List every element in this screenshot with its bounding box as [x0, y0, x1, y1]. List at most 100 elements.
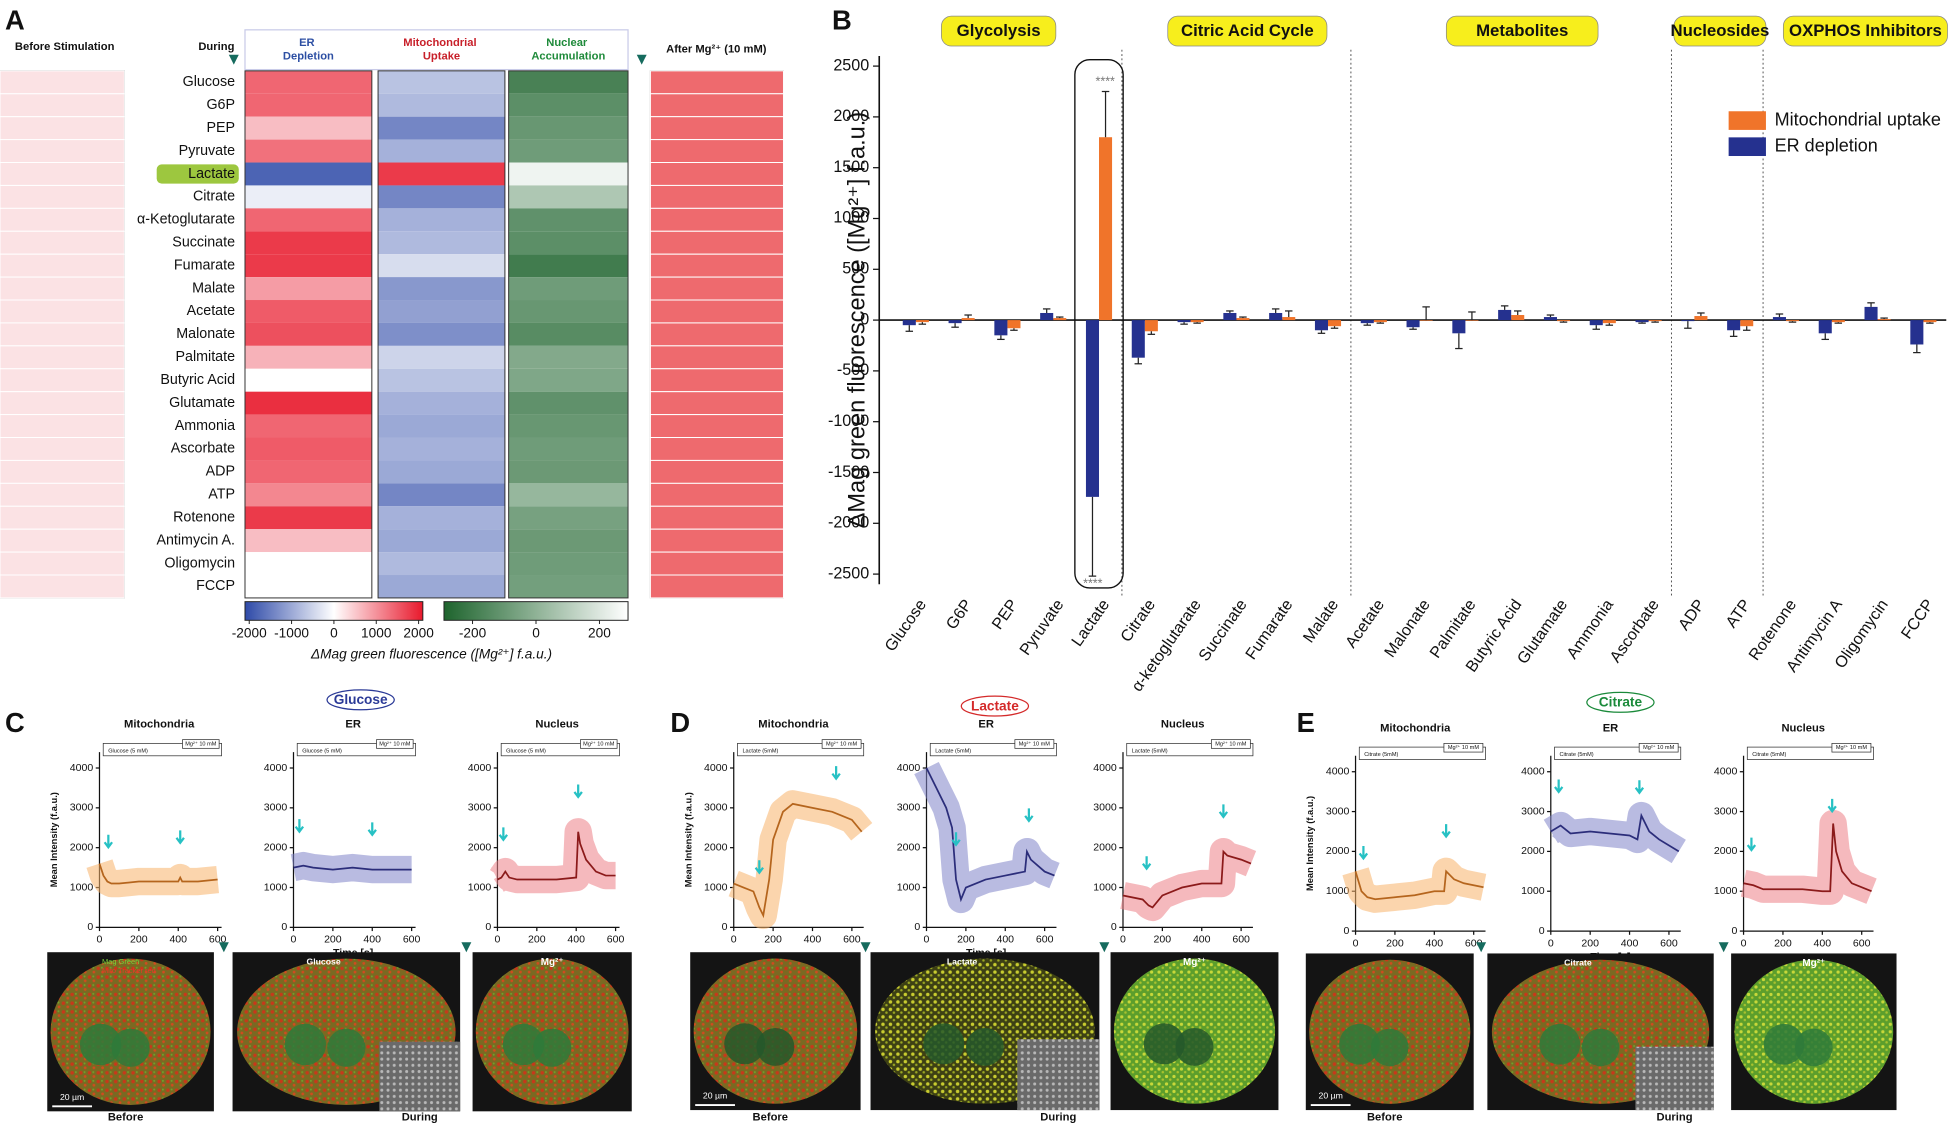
stimulus-label: Lactate (5mM) [1132, 748, 1168, 754]
x-tick-label: 400 [363, 934, 381, 946]
trace-band [728, 790, 873, 930]
nucleus [1581, 1028, 1620, 1067]
x-tick-label: 0 [97, 934, 103, 946]
y-tick-label: 3000 [897, 802, 921, 814]
trace-mean [1743, 823, 1872, 893]
y-tick-label: 0 [485, 921, 491, 933]
stimulus-arrow [1827, 798, 1837, 814]
heatmap-cell [244, 139, 372, 163]
before-cell [0, 459, 125, 484]
before-cell [0, 70, 125, 95]
bar [1269, 312, 1283, 321]
after-cell [649, 230, 784, 255]
heatmap-cell [378, 185, 505, 209]
y-tick-label: 2000 [704, 841, 728, 853]
before-cell [0, 368, 125, 393]
heatmap-cell [508, 277, 629, 301]
y-tick-label: 2000 [70, 841, 94, 853]
panel-letter: D [670, 707, 690, 738]
bar [1772, 317, 1786, 321]
bar [1327, 320, 1342, 327]
mg-label: Mg²⁺ 10 mM [826, 740, 858, 747]
y-tick-label: 0 [87, 921, 93, 933]
after-cell [649, 116, 784, 141]
lactate-box [1074, 58, 1124, 589]
nucleus [923, 1023, 965, 1065]
colorbar-tick-label: -200 [459, 626, 487, 641]
heatmap-cell [244, 506, 372, 530]
stimulus-label: Lactate (5mM) [742, 748, 778, 754]
nucleus [284, 1023, 327, 1066]
panel-letter: B [832, 5, 852, 36]
before-cell [0, 391, 125, 416]
bar [948, 320, 962, 324]
stimulus-arrow [1358, 845, 1369, 861]
bar [1727, 320, 1741, 331]
mg-box [821, 739, 862, 749]
bar [1648, 320, 1662, 322]
bar [1498, 309, 1512, 321]
stimulus-arrow [1441, 824, 1451, 839]
group-label: Metabolites [1476, 21, 1568, 40]
bar [1282, 317, 1296, 321]
group-label: Glycolysis [957, 21, 1041, 40]
y-tick-label: 2000 [1714, 845, 1738, 857]
group-box [1167, 15, 1328, 47]
mg-box [1443, 742, 1484, 753]
row-label: Ascorbate [171, 441, 235, 457]
column-heading: Before Stimulation [15, 41, 115, 53]
arrow-marker [218, 942, 229, 953]
trace-band [914, 761, 1060, 914]
y-tick-label: 3000 [1521, 805, 1545, 817]
heatmap-cell [244, 460, 372, 484]
mg-label: Mg²⁺ 10 mM [185, 740, 217, 747]
nucleus [1763, 1023, 1805, 1065]
legend-swatch [1728, 111, 1766, 130]
bar [1465, 320, 1479, 321]
x-tick-label: 400 [1193, 934, 1211, 946]
bar [1314, 320, 1328, 331]
before-cell [0, 322, 125, 347]
heatmap-cell [508, 322, 629, 346]
bar [1406, 320, 1420, 328]
y-tick-label: -500 [837, 361, 869, 379]
before-cell [0, 482, 125, 507]
stimulus-label: Citrate (5mM) [1364, 752, 1398, 758]
x-tick-label: PEP [988, 596, 1021, 633]
x-tick-label: 200 [957, 934, 975, 946]
heatmap-cell [508, 231, 629, 255]
row-label: Citrate [193, 189, 235, 205]
y-tick-label: 0 [722, 921, 728, 933]
x-tick-label: Pyruvate [1016, 596, 1067, 659]
mg-box [1638, 742, 1679, 753]
mg-box [1831, 742, 1872, 753]
heatmap-cell [508, 254, 629, 278]
row-label: Succinate [172, 235, 235, 251]
bar [1589, 320, 1603, 326]
before-cell [0, 139, 125, 164]
significance: **** [1083, 577, 1103, 591]
heatmap-cell [378, 414, 505, 438]
x-tick-label: FCCP [1898, 596, 1938, 642]
scale-bar-label: 20 µm [703, 1091, 727, 1101]
stimulus-arrow [294, 819, 305, 834]
bar [915, 320, 929, 323]
x-tick-label: 600 [209, 934, 227, 946]
heatmap-cell [244, 414, 372, 438]
heatmap-cell [244, 208, 372, 232]
after-cell [649, 574, 784, 599]
before-cell [0, 116, 125, 141]
bar [1511, 315, 1525, 321]
heatmap-cell [244, 529, 372, 553]
chart-title: Mitochondria [124, 719, 195, 731]
treatment-oval [326, 689, 395, 711]
heatmap-cell [508, 162, 629, 186]
row-label: Glutamate [169, 395, 235, 411]
y-tick-label: 3000 [1326, 805, 1350, 817]
y-tick-label: 500 [842, 260, 869, 278]
nucleus [1175, 1027, 1214, 1066]
heatmap-cell [378, 139, 505, 163]
y-tick-label: 4000 [1093, 762, 1117, 774]
bar [902, 320, 916, 326]
image-label: Glucose [306, 956, 340, 966]
